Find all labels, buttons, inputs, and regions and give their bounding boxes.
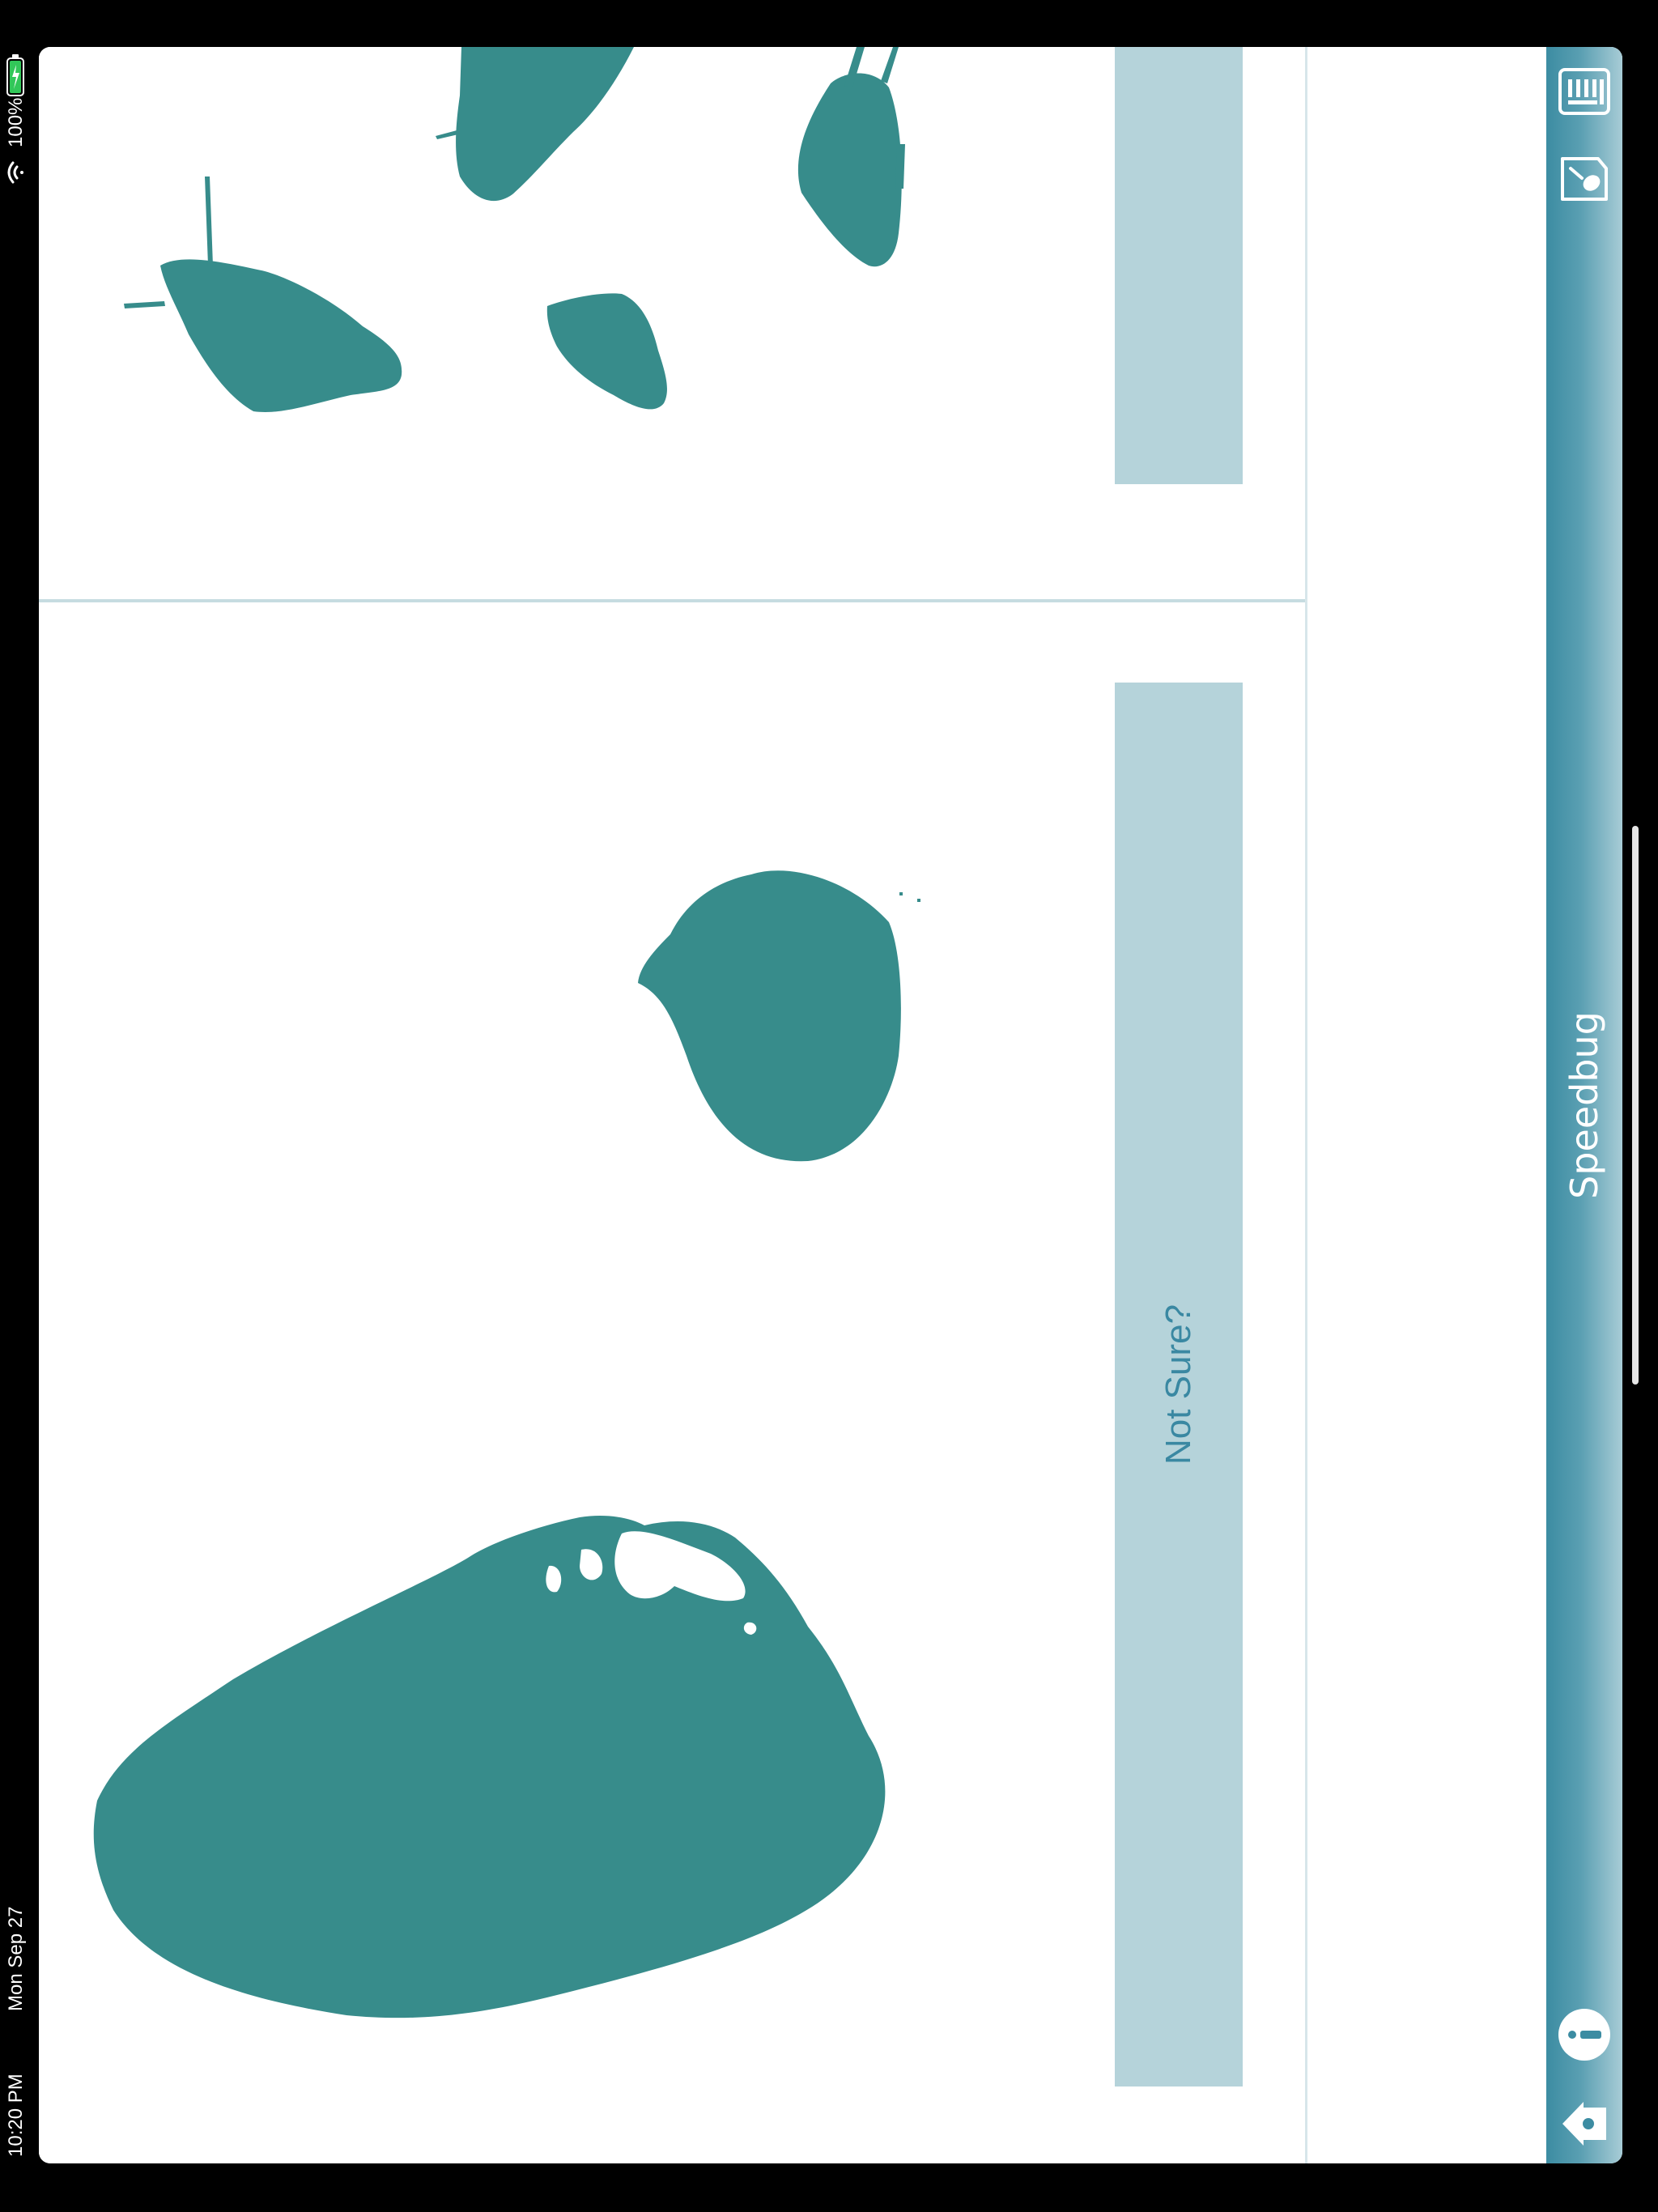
home-indicator[interactable] xyxy=(1632,826,1639,1385)
content-edge xyxy=(1305,47,1307,2163)
status-date: Mon Sep 27 xyxy=(5,1906,27,2011)
specimen-option-bottom[interactable]: Not Sure? xyxy=(39,602,1306,2163)
not-sure-label: Not Sure? xyxy=(1158,1304,1198,1465)
status-time: 10:20 PM xyxy=(5,2074,27,2157)
top-option-bar[interactable] xyxy=(1115,47,1243,484)
not-sure-button[interactable]: Not Sure? xyxy=(1115,683,1243,2087)
home-icon[interactable] xyxy=(1556,2095,1613,2152)
nav-bar: Speedbug xyxy=(1546,47,1622,2163)
app-title: Speedbug xyxy=(1562,1011,1606,1199)
info-icon[interactable] xyxy=(1556,2006,1613,2063)
side-gap xyxy=(1307,47,1546,2163)
specimen-option-top[interactable] xyxy=(39,47,1306,599)
panel-divider xyxy=(39,599,1306,602)
battery-percent: 100% xyxy=(5,97,27,147)
keyboard-icon[interactable] xyxy=(1556,63,1613,120)
comparison-area: Not Sure? xyxy=(39,47,1307,2163)
specimen-tag-icon[interactable] xyxy=(1556,151,1613,207)
app-screen: Not Sure? xyxy=(39,47,1622,2163)
battery-icon xyxy=(6,54,24,96)
status-bar: 10:20 PM Mon Sep 27 100% xyxy=(0,0,39,2212)
wifi-icon xyxy=(7,161,23,184)
specimen-cluster-image xyxy=(124,47,905,412)
specimen-pair-image xyxy=(93,870,920,2018)
